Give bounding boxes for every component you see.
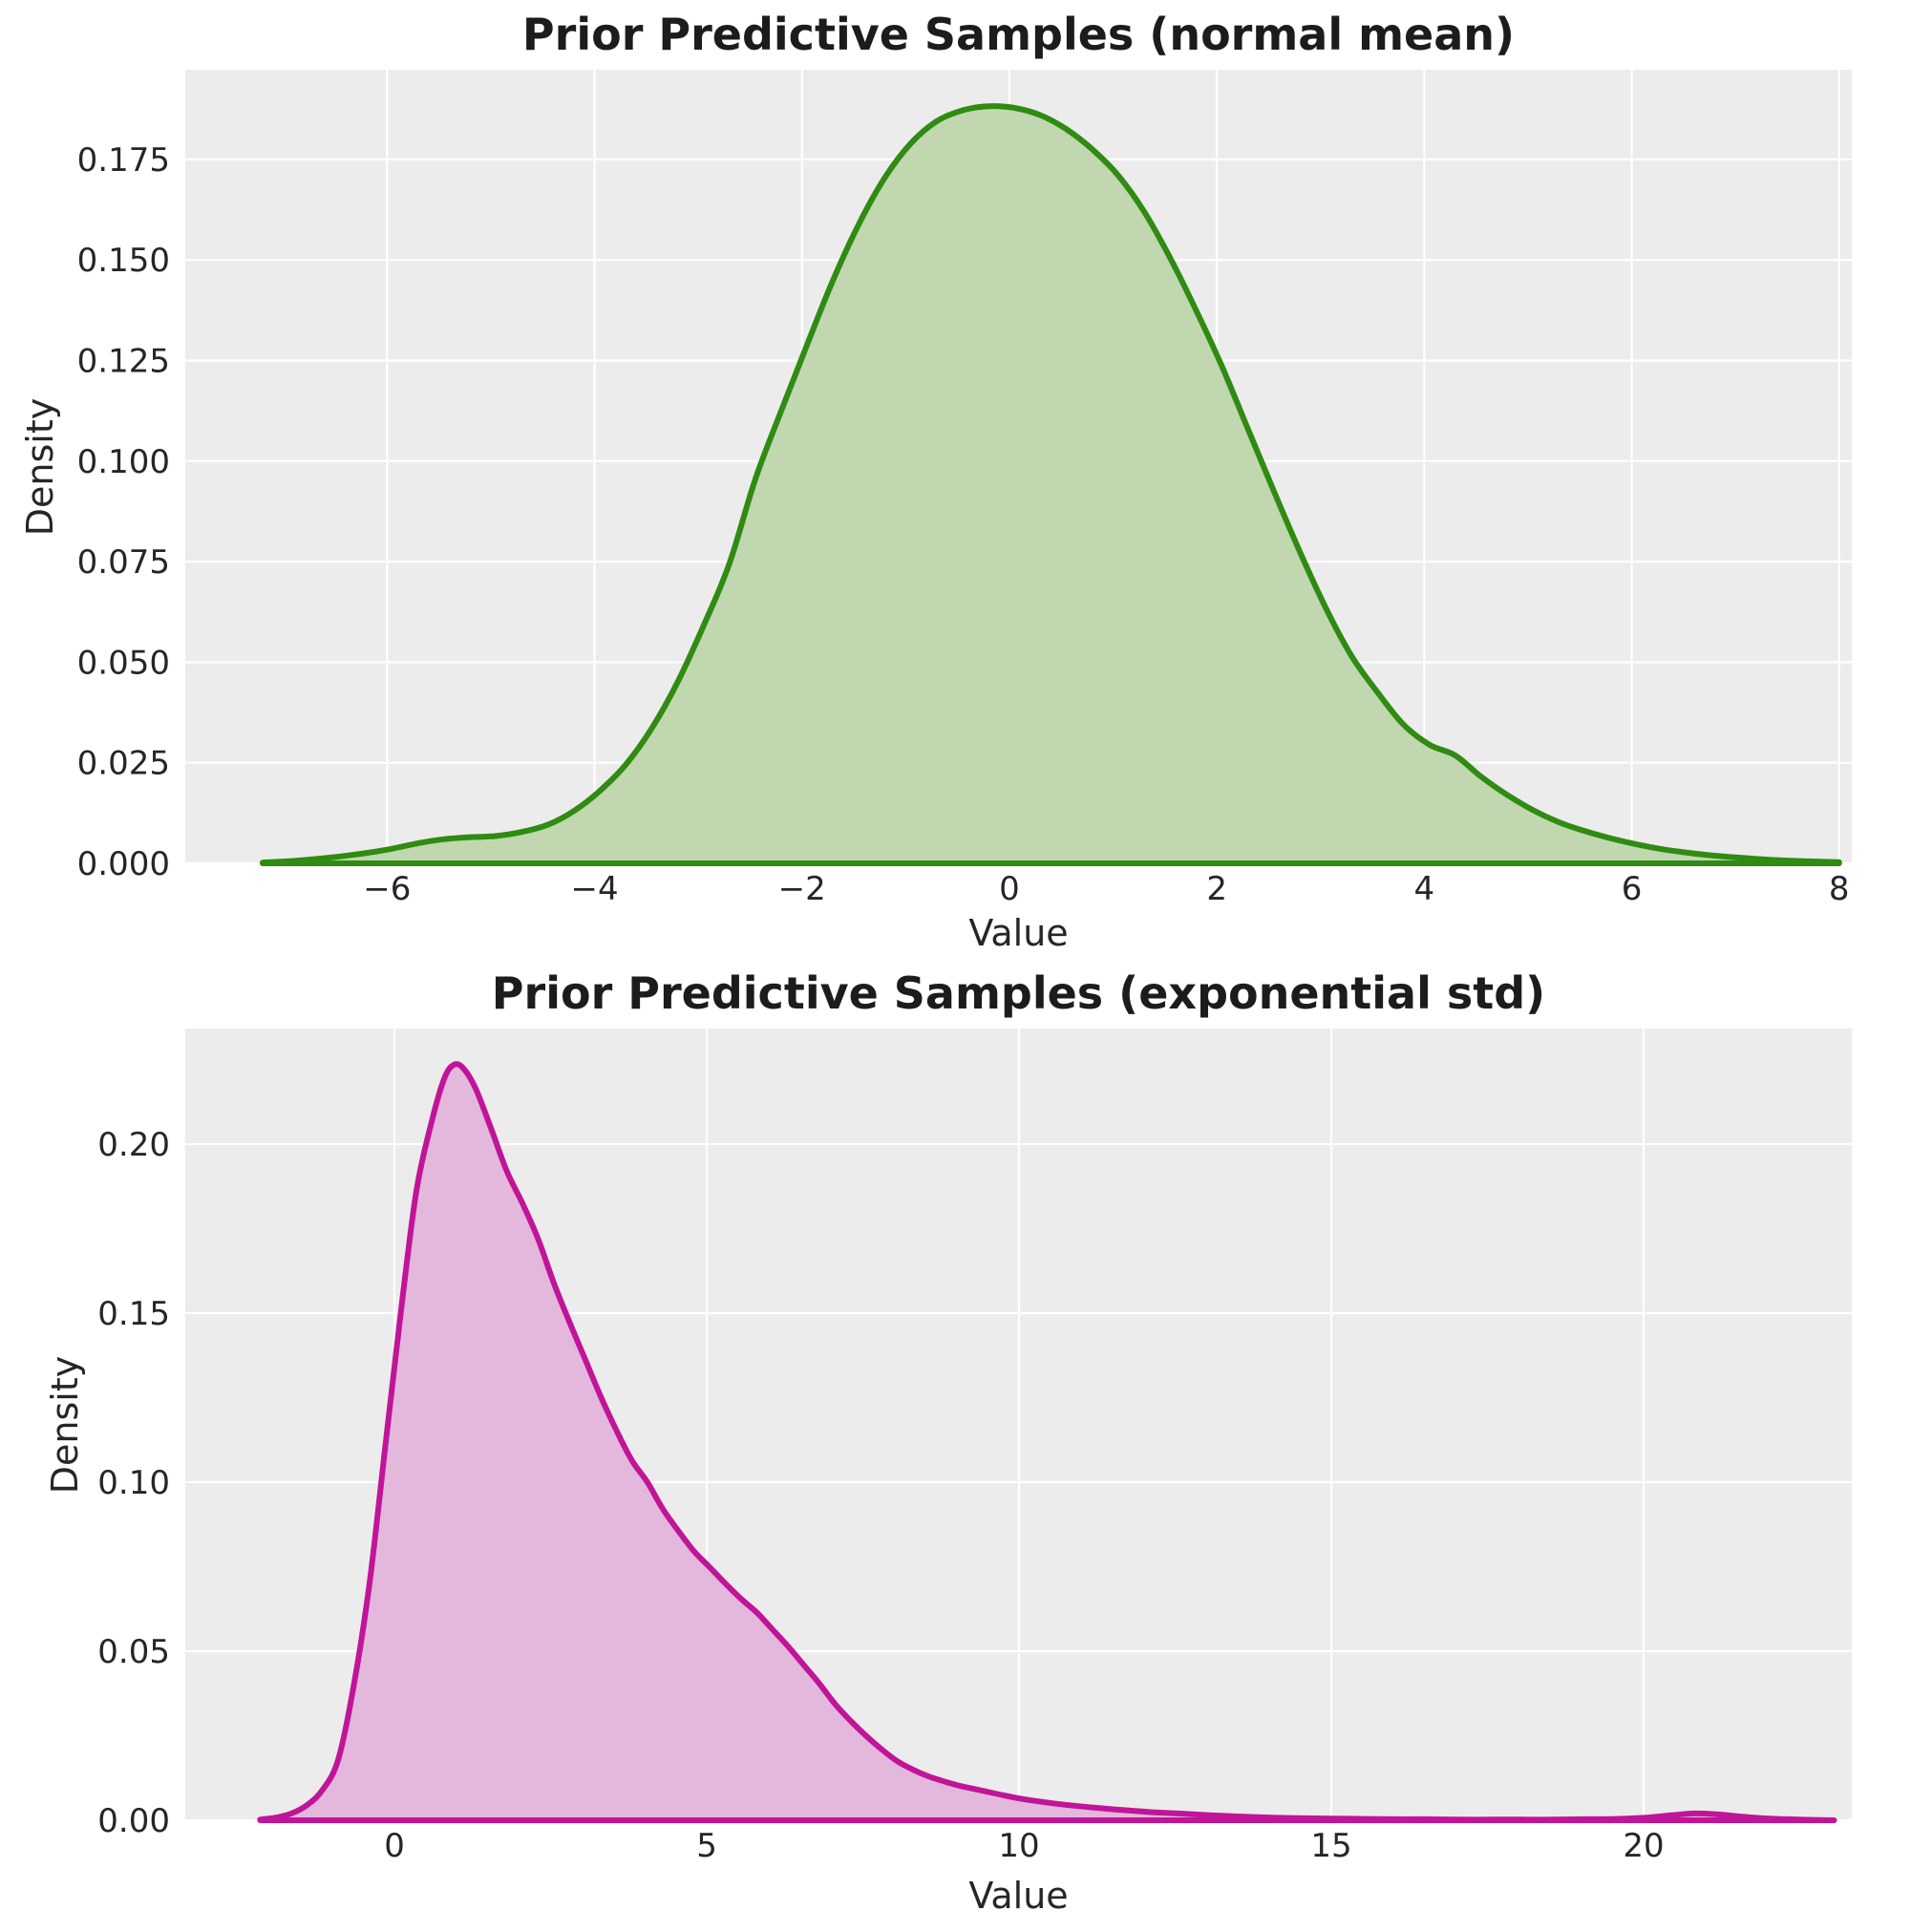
density-curve xyxy=(257,1061,1837,1823)
y-tick-label: 0.05 xyxy=(97,1633,170,1671)
x-tick-label: 2 xyxy=(1206,870,1227,908)
y-tick-label: 0.075 xyxy=(77,543,170,582)
y-axis-label-top: Density xyxy=(19,397,61,537)
x-tick-label: 20 xyxy=(1623,1827,1664,1865)
y-tick-label: 0.10 xyxy=(97,1464,170,1502)
x-tick-label: −6 xyxy=(363,870,411,908)
x-tick-label: 8 xyxy=(1829,870,1850,908)
kde-plot-exponential-std: 0 5 10 15 20 0.00 0.05 0.10 0.15 0.20 xyxy=(97,1029,1852,1865)
y-tick-label: 0.125 xyxy=(77,343,170,381)
x-tick-label: 10 xyxy=(998,1827,1039,1865)
y-axis-label-bottom: Density xyxy=(44,1355,86,1495)
y-tick-label: 0.100 xyxy=(77,443,170,481)
chart-title-normal-mean: Prior Predictive Samples (normal mean) xyxy=(521,9,1516,60)
x-tick-label: −2 xyxy=(778,870,826,908)
x-tick-label: 6 xyxy=(1622,870,1643,908)
chart-title-exponential-std: Prior Predictive Samples (exponential st… xyxy=(491,967,1546,1019)
y-tick-label: 0.20 xyxy=(97,1126,170,1164)
x-tick-label: 15 xyxy=(1310,1827,1351,1865)
y-tick-label: 0.15 xyxy=(97,1295,170,1333)
y-tick-label: 0.050 xyxy=(77,644,170,682)
x-tick-label: 4 xyxy=(1414,870,1435,908)
y-tick-label: 0.175 xyxy=(77,141,170,180)
x-axis-label-top: Value xyxy=(968,912,1069,954)
y-tick-label: 0.000 xyxy=(77,845,170,883)
x-tick-label: 0 xyxy=(384,1827,405,1865)
density-curve xyxy=(260,103,1842,866)
y-tick-label: 0.150 xyxy=(77,242,170,280)
kde-plot-normal-mean: −6 −4 −2 0 2 4 6 8 0.000 0.025 0.050 0.075 0.100 0.12… xyxy=(77,70,1852,908)
x-axis-label-bottom: Value xyxy=(968,1875,1069,1917)
y-tick-label: 0.025 xyxy=(77,745,170,783)
x-tick-label: −4 xyxy=(570,870,618,908)
x-tick-label: 5 xyxy=(696,1827,717,1865)
y-tick-label: 0.00 xyxy=(97,1802,170,1840)
x-tick-label: 0 xyxy=(999,870,1020,908)
